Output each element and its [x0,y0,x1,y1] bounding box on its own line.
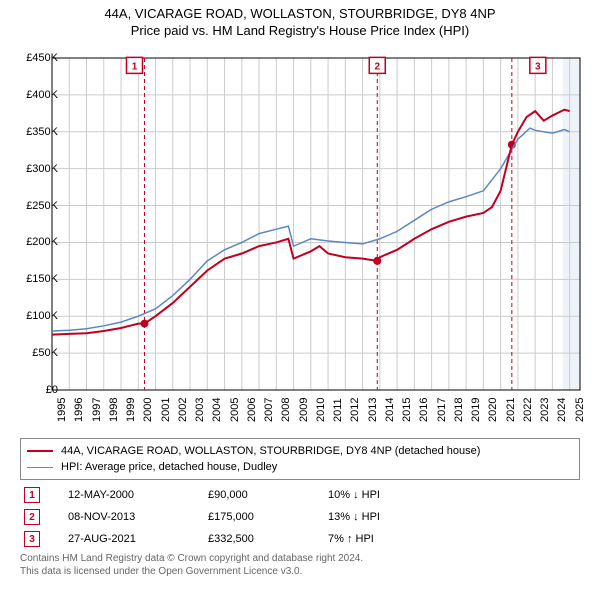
legend-item: HPI: Average price, detached house, Dudl… [27,459,573,475]
svg-text:3: 3 [535,61,541,72]
x-tick-label: 2016 [418,398,430,422]
x-tick-label: 1995 [56,398,68,422]
x-tick-label: 1996 [73,398,85,422]
sale-badge: 1 [24,487,40,503]
x-tick-label: 2001 [160,398,172,422]
x-tick-label: 2011 [332,398,344,422]
title-address: 44A, VICARAGE ROAD, WOLLASTON, STOURBRID… [0,6,600,21]
x-tick-label: 1997 [91,398,103,422]
y-tick-label: £100K [26,310,58,322]
x-tick-label: 2013 [367,398,379,422]
x-tick-label: 2005 [229,398,241,422]
sale-delta: 13% ↓ HPI [328,511,448,523]
sale-row: 2 08-NOV-2013 £175,000 13% ↓ HPI [20,506,580,528]
x-tick-label: 2008 [280,398,292,422]
sale-badge: 3 [24,531,40,547]
sale-row: 1 12-MAY-2000 £90,000 10% ↓ HPI [20,484,580,506]
legend-item: 44A, VICARAGE ROAD, WOLLASTON, STOURBRID… [27,443,573,459]
sale-badge: 2 [24,509,40,525]
title-subtitle: Price paid vs. HM Land Registry's House … [0,23,600,38]
x-tick-label: 2000 [142,398,154,422]
y-tick-label: £200K [26,236,58,248]
x-tick-label: 2002 [177,398,189,422]
y-tick-label: £250K [26,200,58,212]
sale-price: £332,500 [208,533,328,545]
sales-table: 1 12-MAY-2000 £90,000 10% ↓ HPI 2 08-NOV… [20,484,580,550]
x-tick-label: 2012 [349,398,361,422]
x-tick-label: 2014 [384,398,396,422]
sale-price: £90,000 [208,489,328,501]
x-tick-label: 2020 [487,398,499,422]
legend: 44A, VICARAGE ROAD, WOLLASTON, STOURBRID… [20,438,580,480]
x-tick-label: 2004 [211,398,223,422]
legend-swatch [27,450,53,452]
x-tick-label: 1999 [125,398,137,422]
y-tick-label: £50K [32,347,58,359]
sale-date: 27-AUG-2021 [68,533,208,545]
legend-swatch [27,467,53,468]
chart: 1 2 3 [48,50,584,410]
sale-price: £175,000 [208,511,328,523]
x-tick-label: 2017 [436,398,448,422]
x-tick-label: 2010 [315,398,327,422]
legend-label: 44A, VICARAGE ROAD, WOLLASTON, STOURBRID… [61,445,480,457]
footer-line: This data is licensed under the Open Gov… [20,565,580,578]
x-tick-label: 2006 [246,398,258,422]
x-tick-label: 2007 [263,398,275,422]
x-tick-label: 2024 [556,398,568,422]
x-tick-label: 2021 [505,398,517,422]
x-tick-label: 2025 [574,398,586,422]
y-tick-label: £400K [26,89,58,101]
sale-row: 3 27-AUG-2021 £332,500 7% ↑ HPI [20,528,580,550]
x-tick-label: 2019 [470,398,482,422]
sale-delta: 10% ↓ HPI [328,489,448,501]
y-tick-label: £350K [26,126,58,138]
sale-delta: 7% ↑ HPI [328,533,448,545]
footer-line: Contains HM Land Registry data © Crown c… [20,552,580,565]
x-tick-label: 2023 [539,398,551,422]
y-tick-label: £0 [46,384,58,396]
legend-label: HPI: Average price, detached house, Dudl… [61,461,277,473]
x-tick-label: 2009 [298,398,310,422]
chart-title: 44A, VICARAGE ROAD, WOLLASTON, STOURBRID… [0,0,600,38]
x-tick-label: 2015 [401,398,413,422]
svg-text:2: 2 [374,61,380,72]
y-tick-label: £450K [26,52,58,64]
x-tick-label: 2022 [522,398,534,422]
chart-svg: 1 2 3 [48,50,584,410]
page-root: 44A, VICARAGE ROAD, WOLLASTON, STOURBRID… [0,0,600,590]
x-tick-label: 2003 [194,398,206,422]
svg-text:1: 1 [132,61,138,72]
y-tick-label: £300K [26,163,58,175]
footer: Contains HM Land Registry data © Crown c… [20,552,580,578]
x-tick-label: 1998 [108,398,120,422]
sale-date: 12-MAY-2000 [68,489,208,501]
sale-date: 08-NOV-2013 [68,511,208,523]
y-tick-label: £150K [26,273,58,285]
x-tick-label: 2018 [453,398,465,422]
